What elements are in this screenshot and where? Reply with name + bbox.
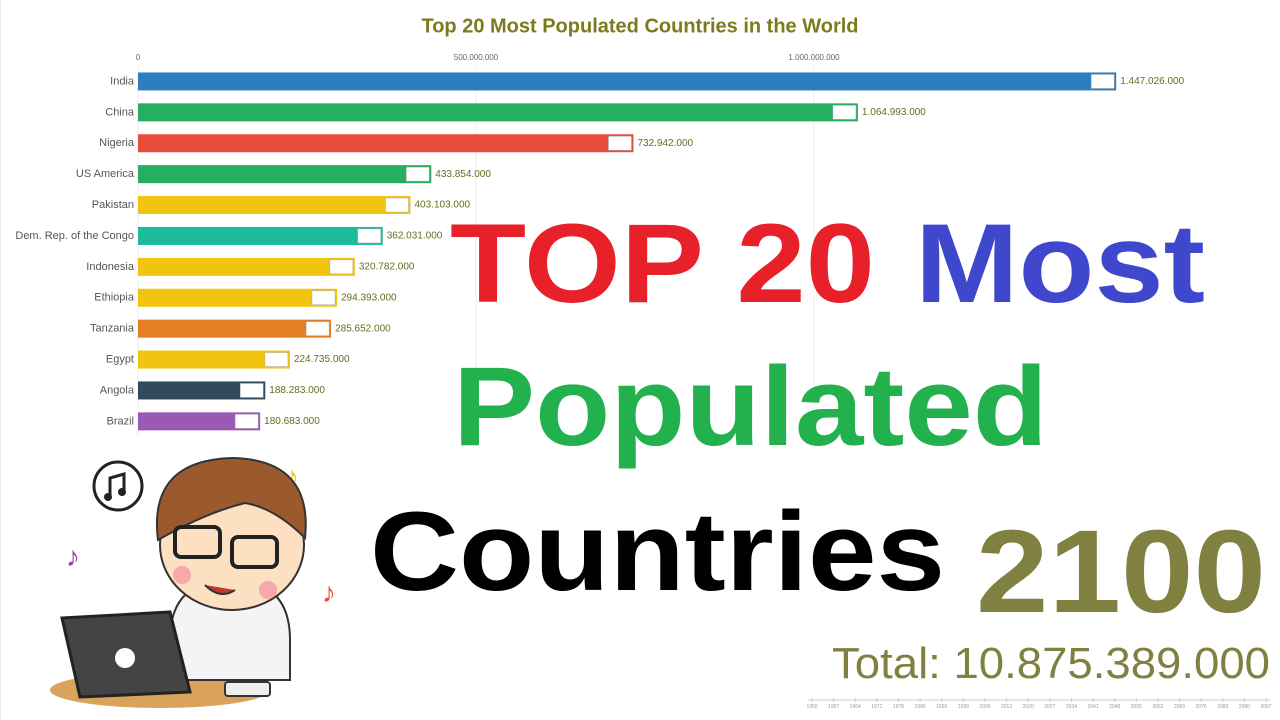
headline: Countries xyxy=(370,489,945,614)
flag xyxy=(240,383,264,398)
timeline-label: 1999 xyxy=(958,704,969,710)
plot: 0 500.000.000 1.000.000.000 India 1.447.026.… xyxy=(15,53,1185,437)
category-label: Angola xyxy=(100,384,135,396)
timeline: 1950 1957 1964 1971 1978 1985 1992 1999 2006 2013… xyxy=(806,698,1272,710)
category-label: US America xyxy=(76,168,135,180)
value-label: 732.942.000 xyxy=(637,138,693,149)
timeline-label: 2048 xyxy=(1109,704,1120,710)
value-label: 285.652.000 xyxy=(335,323,391,334)
value-label: 1.064.993.000 xyxy=(862,107,926,118)
category-label: Ethiopia xyxy=(94,292,135,304)
svg-text:♪: ♪ xyxy=(322,577,336,608)
timeline-label: 1971 xyxy=(871,704,882,710)
category-label: Brazil xyxy=(106,415,134,427)
timeline-label: 2069 xyxy=(1174,704,1185,710)
category-label: Indonesia xyxy=(86,261,135,273)
bar xyxy=(138,196,411,215)
x-tick-label: 1.000.000.000 xyxy=(788,53,840,62)
x-tick-label: 500.000.000 xyxy=(454,53,499,62)
bar xyxy=(138,165,432,184)
timeline-label: 2083 xyxy=(1217,704,1228,710)
timeline-label: 1957 xyxy=(828,704,839,710)
category-label: Dem. Rep. of the Congo xyxy=(15,230,134,242)
headline: Populated xyxy=(453,344,1048,469)
timeline-label: 2076 xyxy=(1196,704,1207,710)
timeline-label: 2062 xyxy=(1152,704,1163,710)
category-label: China xyxy=(105,106,135,118)
category-label: India xyxy=(110,75,135,87)
category-label: Pakistan xyxy=(92,199,134,211)
timeline-label: 2013 xyxy=(1001,704,1012,710)
total-label: Total: 10.875.389.000 xyxy=(832,639,1270,688)
timeline-label: 1950 xyxy=(806,704,817,710)
flag xyxy=(608,136,632,151)
timeline-label: 1985 xyxy=(915,704,926,710)
timeline-label: 1978 xyxy=(893,704,904,710)
value-label: 362.031.000 xyxy=(387,231,443,242)
value-label: 294.393.000 xyxy=(341,292,397,303)
value-label: 320.782.000 xyxy=(359,261,415,272)
bar xyxy=(138,288,338,307)
chart-title: Top 20 Most Populated Countries in the W… xyxy=(421,15,858,37)
value-label: 188.283.000 xyxy=(269,385,325,396)
flag xyxy=(329,259,354,275)
bar xyxy=(138,72,1117,91)
flag xyxy=(406,166,430,182)
flag xyxy=(305,321,330,336)
flag xyxy=(311,290,336,305)
value-label: 433.854.000 xyxy=(435,169,491,180)
cartoon: ♪ ♪ ♪ xyxy=(50,456,336,708)
x-tick-label: 0 xyxy=(136,53,141,62)
category-label: Nigeria xyxy=(99,137,135,149)
timeline-label: 2006 xyxy=(979,704,990,710)
timeline-label: 2097 xyxy=(1260,704,1271,710)
bar xyxy=(138,412,261,431)
headline: TOP 20 xyxy=(450,201,875,326)
value-label: 224.735.000 xyxy=(294,354,350,365)
timeline-label: 2041 xyxy=(1087,704,1098,710)
value-label: 180.683.000 xyxy=(264,416,320,427)
category-label: Tanzania xyxy=(90,323,135,335)
timeline-label: 1964 xyxy=(850,704,861,710)
timeline-label: 1992 xyxy=(936,704,947,710)
bar xyxy=(138,134,634,153)
category-label: Egypt xyxy=(106,353,134,365)
bar xyxy=(138,319,332,338)
svg-text:♪: ♪ xyxy=(66,541,80,572)
timeline-label: 2055 xyxy=(1131,704,1142,710)
bar xyxy=(138,226,383,245)
timeline-label: 2034 xyxy=(1066,704,1077,710)
flag xyxy=(234,414,259,429)
timeline-label: 2090 xyxy=(1239,704,1250,710)
bar xyxy=(138,350,290,369)
headline: Most xyxy=(915,201,1205,326)
flag xyxy=(832,105,857,120)
timeline-label: 2027 xyxy=(1044,704,1055,710)
value-label: 1.447.026.000 xyxy=(1120,76,1184,87)
flag xyxy=(385,197,409,213)
bar xyxy=(138,257,355,276)
year-label: 2100 xyxy=(976,506,1266,638)
timeline-label: 2020 xyxy=(1023,704,1034,710)
value-label: 403.103.000 xyxy=(414,200,470,211)
bar xyxy=(138,381,266,400)
flag xyxy=(357,228,381,244)
flag xyxy=(1090,74,1115,89)
bar xyxy=(138,103,858,122)
flag xyxy=(264,352,289,367)
